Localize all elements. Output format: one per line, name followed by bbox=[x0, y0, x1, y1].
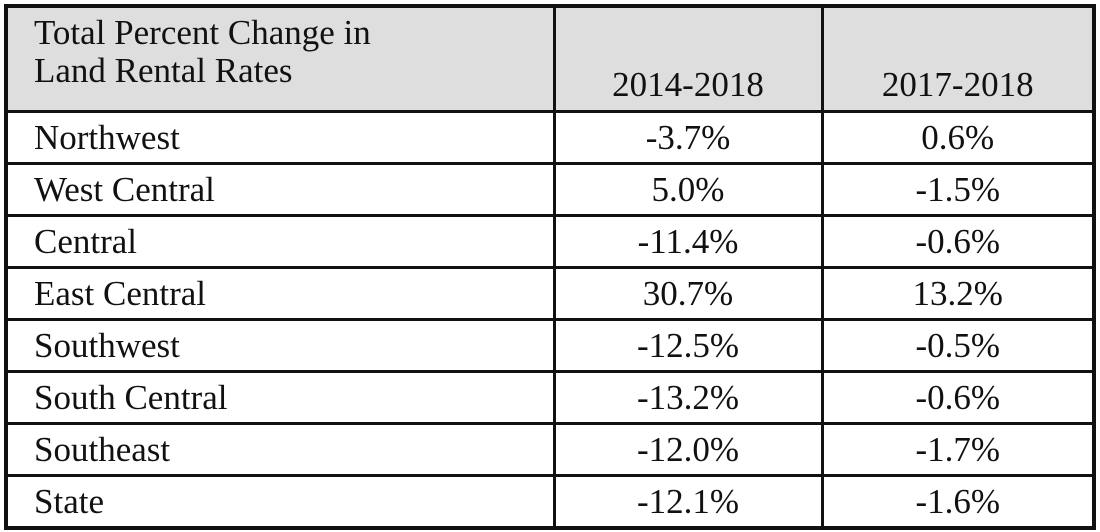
value-cell: -13.2% bbox=[552, 370, 824, 425]
region-cell: Southeast bbox=[4, 422, 556, 477]
table-row: South Central -13.2% -0.6% bbox=[4, 370, 1096, 425]
header-title-line: Total Percent Change in bbox=[34, 13, 371, 52]
value-cell: -0.6% bbox=[820, 370, 1096, 425]
table-row: State -12.1% -1.6% bbox=[4, 474, 1096, 530]
value-cell: 5.0% bbox=[552, 162, 824, 217]
value-cell: -12.5% bbox=[552, 318, 824, 373]
data-table: Total Percent Change in Land Rental Rate… bbox=[4, 4, 1096, 530]
table-row: Southeast -12.0% -1.7% bbox=[4, 422, 1096, 477]
value-cell: -1.5% bbox=[820, 162, 1096, 217]
value-cell: -12.1% bbox=[552, 474, 824, 530]
value-cell: -0.5% bbox=[820, 318, 1096, 373]
table-row: Northwest -3.7% 0.6% bbox=[4, 110, 1096, 165]
table-row: Southwest -12.5% -0.5% bbox=[4, 318, 1096, 373]
region-cell: Southwest bbox=[4, 318, 556, 373]
value-cell: -12.0% bbox=[552, 422, 824, 477]
header-title-line: Land Rental Rates bbox=[34, 51, 293, 90]
value-cell: 13.2% bbox=[820, 266, 1096, 321]
table-row: East Central 30.7% 13.2% bbox=[4, 266, 1096, 321]
value-cell: -11.4% bbox=[552, 214, 824, 269]
header-title-cell: Total Percent Change in Land Rental Rate… bbox=[4, 4, 556, 113]
region-cell: West Central bbox=[4, 162, 556, 217]
header-row: Total Percent Change in Land Rental Rate… bbox=[4, 4, 1096, 113]
region-cell: Northwest bbox=[4, 110, 556, 165]
table-row: West Central 5.0% -1.5% bbox=[4, 162, 1096, 217]
header-column: 2014-2018 bbox=[552, 4, 824, 113]
header-column: 2017-2018 bbox=[820, 4, 1096, 113]
value-cell: -0.6% bbox=[820, 214, 1096, 269]
table-body: Total Percent Change in Land Rental Rate… bbox=[4, 4, 1096, 530]
value-cell: 30.7% bbox=[552, 266, 824, 321]
table-row: Central -11.4% -0.6% bbox=[4, 214, 1096, 269]
region-cell: Central bbox=[4, 214, 556, 269]
value-cell: -1.7% bbox=[820, 422, 1096, 477]
region-cell: State bbox=[4, 474, 556, 530]
region-cell: East Central bbox=[4, 266, 556, 321]
region-cell: South Central bbox=[4, 370, 556, 425]
value-cell: 0.6% bbox=[820, 110, 1096, 165]
value-cell: -3.7% bbox=[552, 110, 824, 165]
value-cell: -1.6% bbox=[820, 474, 1096, 530]
